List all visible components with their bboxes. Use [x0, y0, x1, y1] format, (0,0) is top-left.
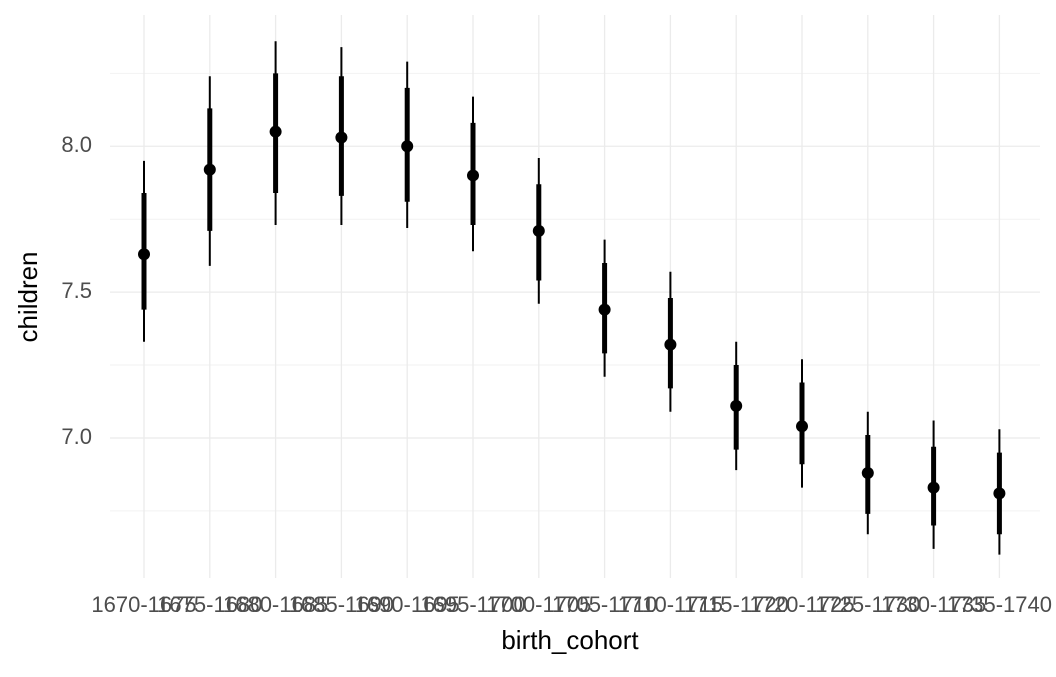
x-tick-label: 1735-1740 [947, 592, 1052, 617]
y-tick-label: 7.0 [61, 424, 92, 449]
x-tick-label: 1670-1675 [91, 592, 196, 617]
point [993, 487, 1006, 500]
point [532, 224, 545, 237]
point [861, 466, 874, 479]
x-tick-label: 1695-1700 [420, 592, 525, 617]
x-tick-label: 1700-1705 [486, 592, 591, 617]
point [664, 338, 677, 351]
x-tick-label: 1680-1685 [223, 592, 328, 617]
x-tick-label: 1685-1690 [289, 592, 394, 617]
point [401, 140, 414, 153]
point [796, 420, 808, 433]
y-axis-title: children [13, 251, 43, 342]
y-tick-label: 7.5 [61, 278, 92, 303]
point [730, 399, 743, 412]
x-tick-label: 1690-1695 [355, 592, 460, 617]
x-tick-label: 1725-1730 [815, 592, 920, 617]
x-axis-title: birth_cohort [501, 625, 639, 655]
point [138, 248, 150, 261]
point [467, 169, 479, 182]
x-tick-label: 1705-1710 [552, 592, 657, 617]
x-tick-label: 1710-1715 [618, 592, 723, 617]
x-tick-label: 1720-1725 [749, 592, 854, 617]
point [927, 481, 940, 494]
x-tick-label: 1715-1720 [684, 592, 789, 617]
x-tick-label: 1675-1680 [157, 592, 262, 617]
point [269, 125, 282, 138]
point [335, 131, 348, 144]
y-tick-label: 8.0 [61, 132, 92, 157]
point [203, 163, 216, 176]
x-tick-label: 1730-1735 [881, 592, 986, 617]
point [598, 303, 611, 316]
